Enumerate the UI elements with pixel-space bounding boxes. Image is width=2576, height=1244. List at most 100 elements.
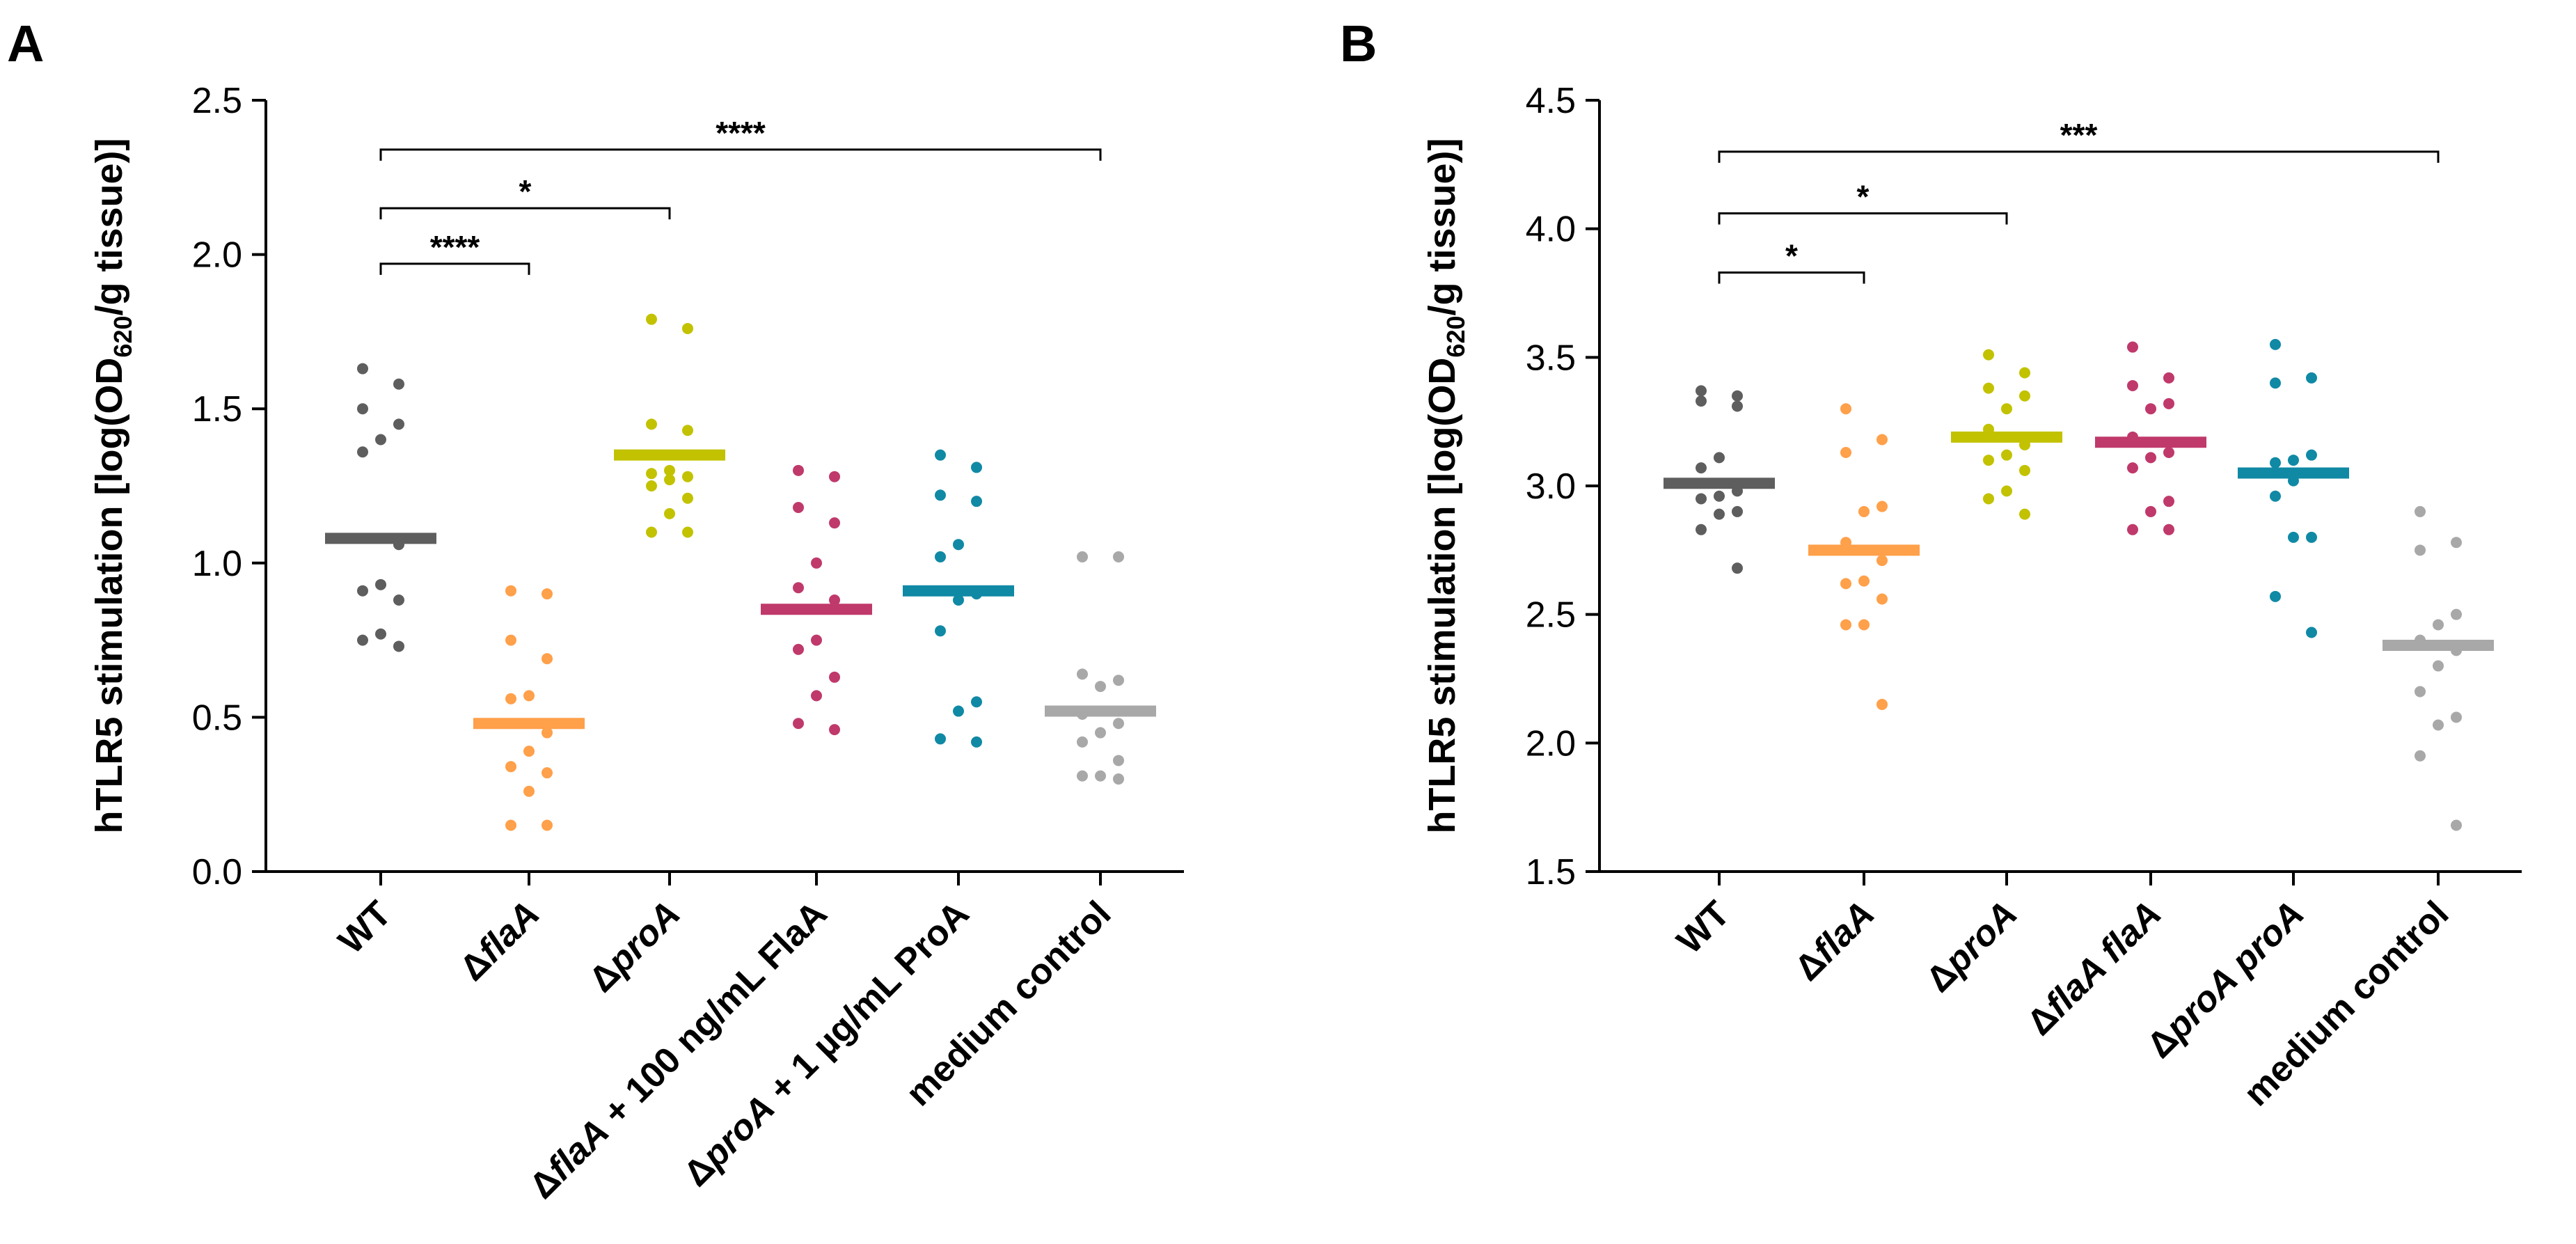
panel-a-data-point: [953, 594, 964, 606]
panel-b-data-point: [1876, 593, 1888, 605]
panel-b-data-point: [1983, 349, 1994, 361]
panel-b-data-point: [2415, 750, 2426, 762]
panel-a-data-point: [793, 502, 804, 514]
panel-b-data-point: [2145, 452, 2156, 464]
panel-a-data-point: [1077, 770, 1088, 782]
panel-a-data-point: [682, 526, 693, 538]
panel-a-data-point: [646, 526, 657, 538]
panel-b-series-5: [2238, 338, 2349, 638]
panel-b-data-point: [2306, 372, 2317, 384]
panel-b-data-point: [2451, 537, 2462, 549]
panel-b: B hTLR5 stimulation [log(OD620/g tissue)…: [1340, 15, 2522, 1114]
panel-a-category-label: ΔflaA + 100 ng/mL FlaA: [522, 893, 835, 1206]
panel-a-y-tick-label: 0.0: [192, 852, 242, 892]
panel-a-data-point: [505, 634, 516, 646]
panel-a-data-point: [357, 634, 368, 646]
panel-a-bracket-line: [379, 262, 530, 275]
panel-b-significance-bracket: *: [1718, 237, 1865, 284]
panel-b-bracket-line: [1718, 271, 1865, 284]
panel-a-series-4: [761, 464, 872, 736]
panel-a-data-point: [1077, 668, 1088, 680]
panel-b-data-point: [2019, 367, 2030, 379]
panel-a-letter: A: [7, 15, 44, 72]
panel-a-data-point: [682, 425, 693, 436]
panel-a-data-point: [542, 653, 553, 665]
panel-a-data-point: [1113, 718, 1124, 730]
panel-b-data-point: [1876, 555, 1888, 567]
panel-b-data-point: [1696, 385, 1707, 397]
panel-a-data-point: [523, 746, 535, 757]
panel-b-category-label: ΔproA: [1918, 893, 2025, 1000]
panel-a-data-point: [811, 634, 822, 646]
panel-a-category-label: ΔflaA: [452, 893, 548, 989]
panel-b-data-point: [2306, 449, 2317, 461]
panel-a-data-point: [829, 724, 840, 736]
panel-a-category-label: ΔproA + 1 µg/mL ProA: [676, 893, 977, 1194]
panel-b-data-point: [2019, 508, 2030, 520]
panel-a-data-point: [357, 363, 368, 375]
panel-a-data-point: [971, 496, 982, 507]
panel-b-data-point: [1858, 575, 1870, 587]
panel-a-data-point: [542, 819, 553, 831]
panel-a-data-point: [357, 446, 368, 458]
panel-a-data-point: [505, 761, 516, 773]
panel-b-data-point: [1983, 493, 1994, 505]
panel-b-data-point: [2163, 446, 2174, 458]
panel-a-data-point: [646, 480, 657, 491]
panel-b-data-point: [2270, 490, 2281, 502]
panel-a-data-point: [505, 693, 516, 704]
panel-a-data-point: [523, 785, 535, 797]
panel-b-data-point: [2270, 457, 2281, 469]
panel-b-data-point: [2270, 590, 2281, 602]
panel-b-series-4: [2095, 341, 2206, 535]
panel-b-data-point: [1876, 501, 1888, 512]
panel-b-significance-bracket: ***: [1718, 117, 2440, 163]
panel-a-data-point: [793, 643, 804, 655]
panel-a-data-point: [375, 578, 386, 590]
panel-a-data-point: [682, 492, 693, 504]
panel-a-series-6: [1045, 551, 1156, 785]
panel-a-data-point: [953, 705, 964, 717]
panel-b-data-point: [1876, 698, 1888, 710]
panel-b-category-label: ΔflaA: [1787, 893, 1883, 989]
panel-b-significance-bracket: *: [1718, 179, 2008, 225]
panel-a-data-point: [542, 727, 553, 739]
panel-a-data-point: [523, 690, 535, 702]
panel-b-y-tick-label: 4.0: [1526, 210, 1576, 250]
panel-a-y-axis-label: hTLR5 stimulation [log(OD620/g tissue)]: [88, 138, 137, 833]
panel-a-y-tick-label: 1.5: [192, 389, 242, 430]
panel-b-data-point: [2306, 627, 2317, 638]
panel-a-category-label: ΔproA: [581, 893, 688, 1000]
panel-b-y-tick-label: 1.5: [1526, 852, 1576, 892]
panel-b-series-3: [1951, 349, 2062, 520]
panel-a-data-point: [1095, 727, 1106, 739]
panel-b-data-point: [1876, 434, 1888, 446]
panel-a-data-point: [393, 594, 404, 606]
panel-b-data-point: [1696, 395, 1707, 407]
panel-a-significance-bracket: ****: [379, 229, 530, 275]
panel-b-letter: B: [1340, 15, 1377, 72]
panel-b-data-point: [2415, 686, 2426, 698]
panel-a: A hTLR5 stimulation [log(OD620/g tissue)…: [7, 15, 1184, 1206]
panel-a-y-tick-label: 0.5: [192, 698, 242, 738]
panel-a-data-point: [953, 539, 964, 551]
panel-a-data-point: [1113, 755, 1124, 766]
panel-a-data-point: [664, 464, 675, 476]
panel-b-data-point: [2451, 711, 2462, 723]
panel-a-data-point: [829, 671, 840, 683]
panel-a-data-point: [1113, 551, 1124, 562]
panel-b-series-2: [1808, 403, 1920, 710]
panel-b-data-point: [2019, 390, 2030, 402]
panel-b-data-point: [1732, 390, 1743, 402]
panel-a-data-point: [935, 449, 946, 461]
panel-b-data-point: [1840, 578, 1851, 590]
panel-a-data-point: [646, 418, 657, 430]
panel-a-data-point: [935, 551, 946, 562]
panel-a-significance-label: ****: [430, 229, 480, 265]
panel-b-y-tick-label: 3.0: [1526, 466, 1576, 507]
panel-a-data-point: [935, 733, 946, 745]
panel-b-y-tick-label: 3.5: [1526, 338, 1576, 378]
panel-b-data-point: [2288, 531, 2299, 543]
panel-b-data-point: [2127, 523, 2138, 535]
